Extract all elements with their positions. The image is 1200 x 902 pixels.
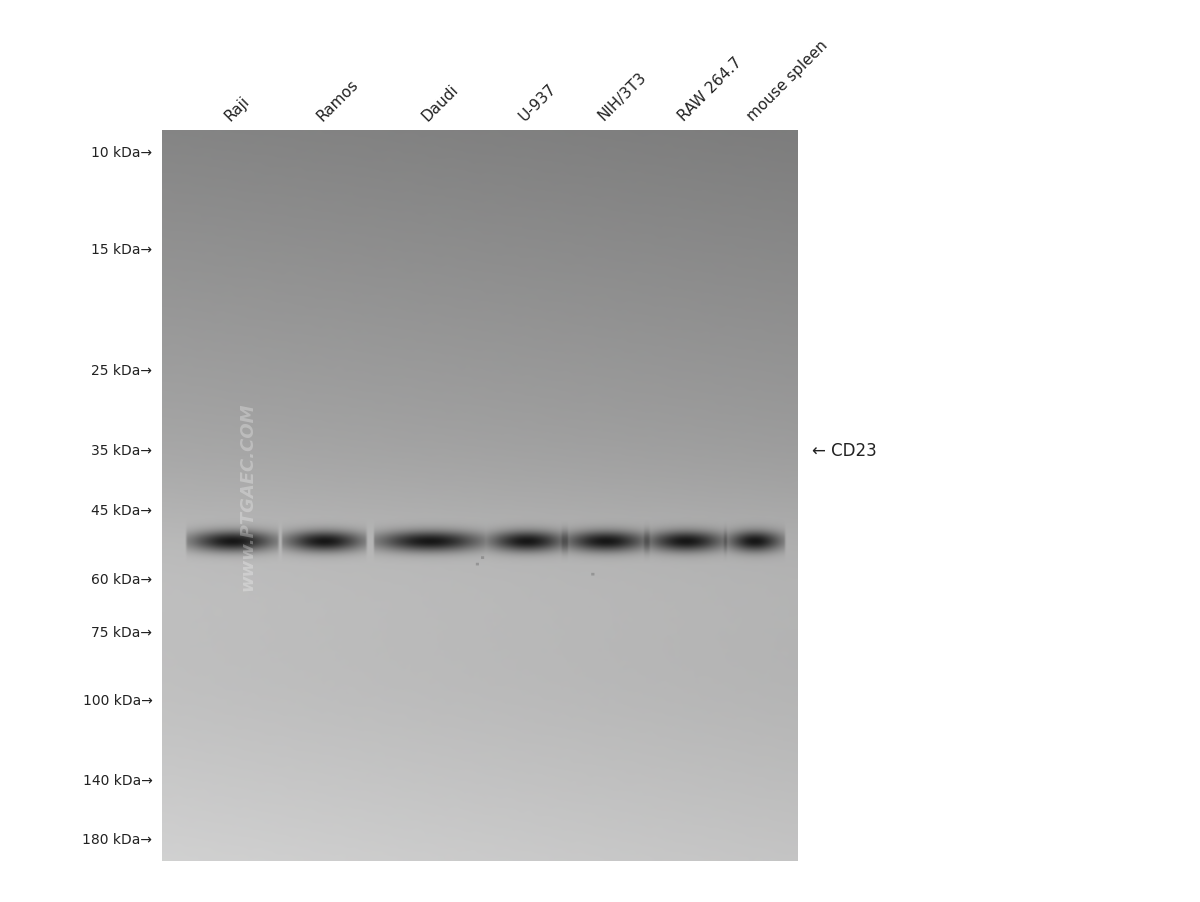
Text: Daudi: Daudi — [419, 81, 461, 124]
Text: 100 kDa→: 100 kDa→ — [83, 694, 152, 708]
Text: 35 kDa→: 35 kDa→ — [91, 444, 152, 457]
Text: NIH/3T3: NIH/3T3 — [595, 69, 649, 124]
Text: www.PTGAEC.COM: www.PTGAEC.COM — [239, 402, 257, 590]
Text: 10 kDa→: 10 kDa→ — [91, 146, 152, 160]
Text: 75 kDa→: 75 kDa→ — [91, 625, 152, 640]
Text: 60 kDa→: 60 kDa→ — [91, 572, 152, 586]
Text: 180 kDa→: 180 kDa→ — [83, 833, 152, 846]
Text: 140 kDa→: 140 kDa→ — [83, 773, 152, 787]
Text: Raji: Raji — [222, 93, 252, 124]
Text: RAW 264.7: RAW 264.7 — [676, 54, 744, 124]
Text: 45 kDa→: 45 kDa→ — [91, 503, 152, 518]
Text: U-937: U-937 — [516, 80, 559, 124]
Text: 25 kDa→: 25 kDa→ — [91, 364, 152, 378]
Text: 15 kDa→: 15 kDa→ — [91, 243, 152, 256]
Text: mouse spleen: mouse spleen — [744, 38, 830, 124]
Text: ← CD23: ← CD23 — [812, 441, 877, 459]
Text: Ramos: Ramos — [313, 77, 361, 124]
